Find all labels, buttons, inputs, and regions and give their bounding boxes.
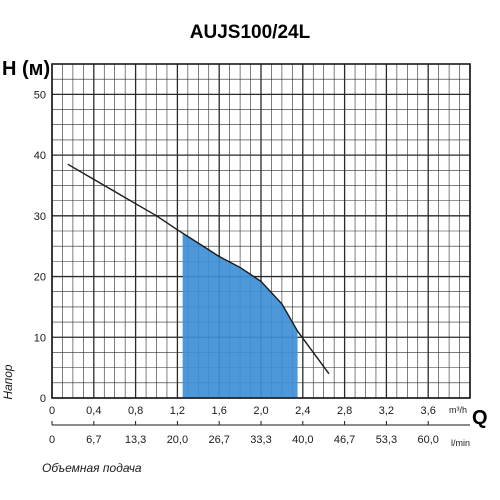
x2-tick-label: 26,7: [208, 434, 229, 446]
chart-title: AUJS100/24L: [190, 22, 311, 43]
y-tick-label: 30: [34, 211, 46, 223]
x2-tick-label: 6,7: [86, 434, 101, 446]
y-side-label: Напор: [1, 364, 15, 399]
y-tick-label: 20: [34, 272, 46, 284]
x2-tick-label: 33,3: [250, 434, 271, 446]
x-tick-label: 3,2: [379, 405, 394, 417]
x2-tick-label: 53,3: [376, 434, 397, 446]
x-axis-title: Q: [472, 407, 488, 429]
x-tick-label: 0,4: [86, 405, 101, 417]
y-axis-title: H (м): [2, 58, 50, 80]
x-axis-unit: m³/h: [449, 405, 467, 415]
pump-curve-line: [67, 163, 330, 375]
x-tick-label: 0,8: [128, 405, 143, 417]
x2-tick-label: 40,0: [292, 434, 313, 446]
y-tick-label: 40: [34, 150, 46, 162]
x-tick-label: 1,2: [170, 405, 185, 417]
y-tick-label: 50: [34, 89, 46, 101]
x2-tick-label: 13,3: [125, 434, 146, 446]
x2-tick-label: 20,0: [167, 434, 188, 446]
x-tick-label: 3,6: [421, 405, 436, 417]
x2-axis-unit: l/min: [451, 438, 470, 448]
x2-axis-caption: Объемная подача: [42, 461, 142, 475]
x-tick-label: 1,6: [212, 405, 227, 417]
x2-tick-label: 60,0: [417, 434, 438, 446]
y-tick-label: 10: [34, 332, 46, 344]
plot-frame: [51, 63, 471, 399]
x-tick-label: 2,4: [295, 405, 310, 417]
x-tick-label: 2,0: [253, 405, 268, 417]
x2-tick-label: 46,7: [334, 434, 355, 446]
x2-tick-label: 0: [49, 434, 55, 446]
x-tick-label: 0: [49, 405, 55, 417]
y-tick-label: 0: [40, 393, 46, 405]
x-tick-label: 2,8: [337, 405, 352, 417]
operating-range-fill: [182, 233, 298, 398]
